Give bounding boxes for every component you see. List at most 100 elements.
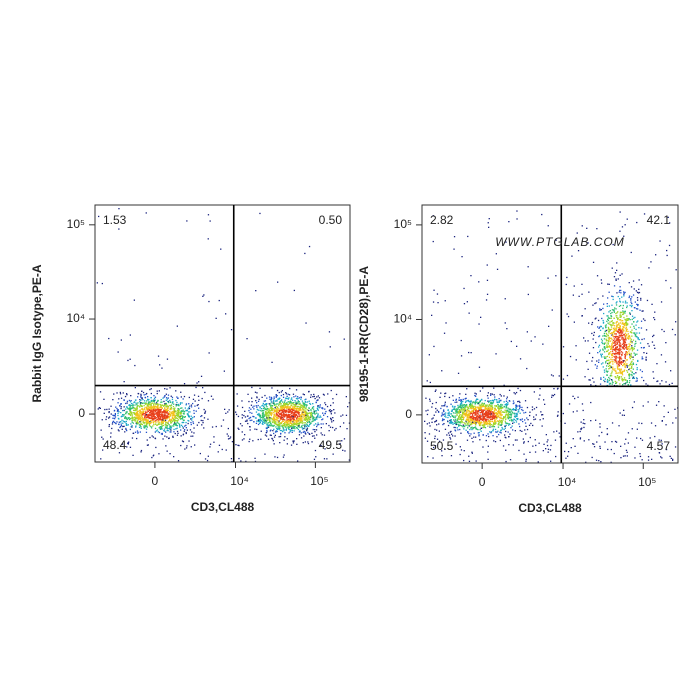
event-dot [635, 342, 637, 344]
event-dot [290, 420, 292, 422]
event-dot [297, 419, 299, 421]
event-dot [134, 412, 136, 414]
event-dot [246, 419, 248, 421]
event-dot [251, 419, 253, 421]
event-dot [499, 411, 501, 414]
event-dot [636, 336, 638, 338]
event-dot [477, 406, 479, 408]
event-dot [608, 365, 610, 367]
event-dot [626, 370, 628, 372]
event-dot [271, 417, 273, 419]
event-dot [616, 325, 618, 327]
event-dot [647, 343, 649, 345]
event-dot [179, 417, 181, 419]
event-dot [562, 346, 565, 348]
event-dot [257, 409, 259, 411]
event-dot [621, 379, 623, 381]
event-dot [615, 348, 617, 350]
event-dot [286, 417, 288, 419]
event-dot [169, 407, 171, 409]
event-dot [483, 415, 486, 418]
event-dot [313, 418, 315, 420]
event-dot [188, 396, 190, 399]
event-dot [474, 413, 476, 415]
event-dot [474, 394, 476, 397]
event-dot [447, 412, 449, 414]
event-dot [195, 386, 197, 389]
event-dot [615, 377, 617, 379]
event-dot [145, 403, 147, 405]
event-dot [150, 426, 152, 428]
event-dot [466, 423, 468, 425]
event-dot [168, 416, 171, 418]
event-dot [440, 407, 442, 410]
event-dot [166, 404, 168, 406]
event-dot [486, 404, 488, 406]
event-dot [292, 406, 294, 408]
event-dot [594, 302, 596, 305]
event-dot [155, 413, 157, 415]
event-dot [144, 425, 146, 427]
event-dot [244, 410, 246, 412]
event-dot [175, 417, 178, 419]
event-dot [542, 343, 544, 345]
event-dot [501, 404, 504, 406]
event-dot [176, 417, 179, 420]
event-dot [129, 404, 131, 406]
event-dot [309, 412, 311, 414]
event-dot [332, 398, 334, 400]
event-dot [433, 446, 435, 449]
event-dot [161, 407, 163, 409]
event-dot [616, 326, 618, 328]
event-dot [287, 405, 289, 407]
event-dot [444, 414, 447, 416]
event-dot [225, 313, 227, 315]
event-dot [275, 430, 277, 432]
event-dot [616, 330, 618, 332]
event-dot [491, 426, 493, 428]
event-dot [517, 387, 519, 390]
event-dot [151, 414, 153, 416]
event-dot [509, 411, 511, 413]
event-dot [281, 429, 283, 432]
event-dot [605, 346, 608, 348]
event-dot [146, 408, 148, 411]
event-dot [305, 425, 308, 428]
event-dot [599, 326, 601, 328]
event-dot [452, 399, 454, 401]
event-dot [297, 406, 299, 408]
event-dot [312, 403, 314, 405]
event-dot [268, 415, 270, 417]
event-dot [283, 428, 285, 431]
event-dot [161, 433, 163, 435]
event-dot [330, 417, 332, 419]
event-dot [236, 405, 239, 407]
event-dot [308, 425, 310, 427]
event-dot [619, 341, 621, 344]
event-dot [612, 335, 614, 337]
event-dot [151, 408, 153, 410]
event-dot [147, 415, 149, 417]
event-dot [182, 419, 185, 421]
event-dot [475, 411, 477, 413]
event-dot [120, 403, 122, 405]
event-dot [490, 413, 492, 415]
event-dot [608, 327, 610, 330]
event-dot [518, 423, 520, 425]
event-dot [274, 410, 276, 413]
event-dot [130, 423, 132, 425]
event-dot [170, 431, 172, 433]
event-dot [623, 360, 626, 362]
event-dot [166, 429, 168, 432]
event-dot [447, 420, 449, 423]
event-dot [167, 412, 170, 414]
event-dot [183, 421, 185, 424]
event-dot [525, 458, 527, 461]
event-dot [523, 442, 525, 444]
event-dot [289, 429, 291, 431]
event-dot [122, 422, 124, 424]
event-dot [173, 420, 176, 422]
event-dot [139, 399, 141, 401]
event-dot [282, 410, 284, 412]
event-dot [597, 352, 599, 354]
